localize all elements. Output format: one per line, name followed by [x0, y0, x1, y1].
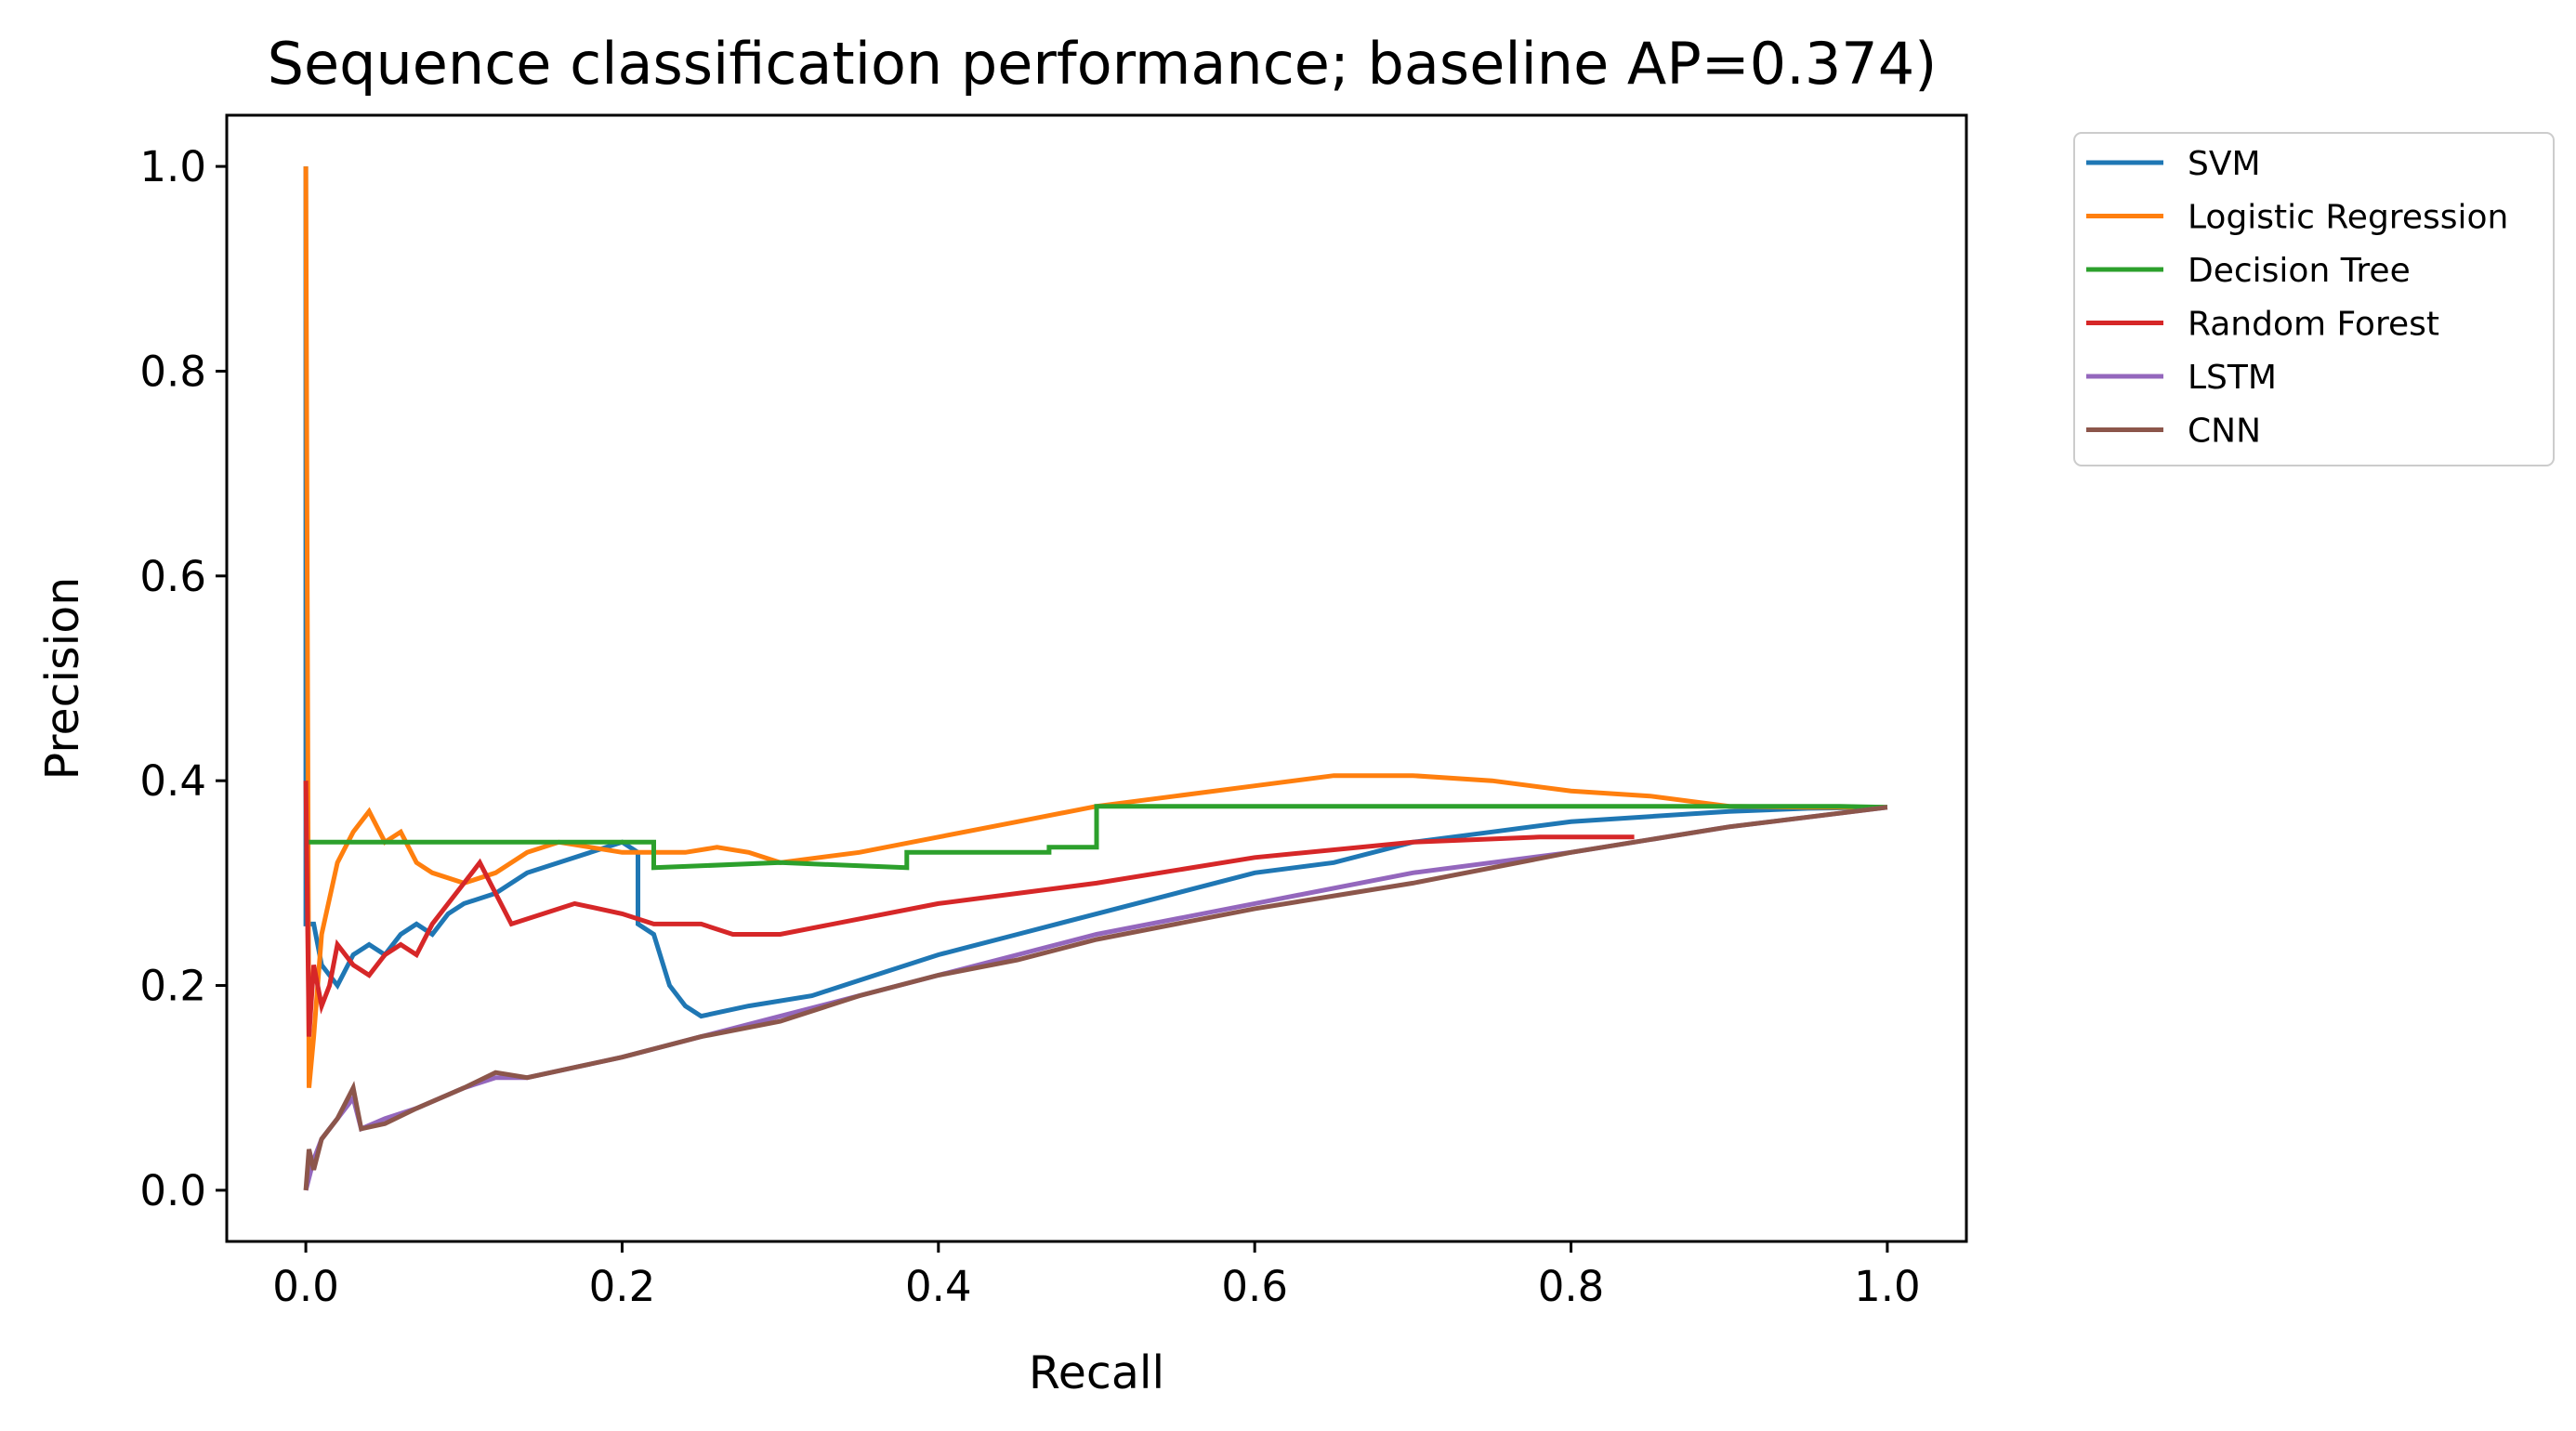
chart-title: Sequence classification performance; bas…: [268, 30, 1938, 98]
legend-label-logistic-regression: Logistic Regression: [2188, 199, 2508, 237]
legend-label-random-forest: Random Forest: [2188, 306, 2439, 344]
y-tick-label: 0.0: [139, 1166, 206, 1215]
legend-label-lstm: LSTM: [2188, 359, 2277, 397]
x-tick-label: 0.6: [1221, 1262, 1288, 1311]
series-line-random-forest: [303, 781, 1635, 1037]
y-tick-label: 1.0: [139, 142, 206, 191]
x-tick-label: 0.0: [272, 1262, 339, 1311]
x-tick-label: 0.2: [589, 1262, 656, 1311]
x-tick-label: 0.4: [905, 1262, 972, 1311]
legend-frame: [2073, 132, 2555, 466]
y-tick-label: 0.8: [139, 347, 206, 396]
y-tick-label: 0.4: [139, 756, 206, 806]
legend: SVM Logistic Regression Decision Tree Rando…: [2073, 132, 2555, 466]
plot-frame: [225, 113, 1968, 1243]
y-axis: 0.0 0.2 0.4 0.6 0.8 1.0: [139, 142, 227, 1215]
legend-label-cnn: CNN: [2188, 413, 2261, 451]
series-layer: [303, 166, 1888, 1191]
series-line-decision-tree: [306, 804, 1887, 871]
y-tick-label: 0.2: [139, 962, 206, 1011]
x-tick-label: 0.8: [1538, 1262, 1605, 1311]
x-axis: 0.0 0.2 0.4 0.6 0.8 1.0: [272, 1241, 1921, 1311]
series-line-logistic-regression: [303, 166, 1887, 1088]
series-line-cnn: [303, 805, 1888, 1191]
series-line-svm: [303, 166, 1887, 1019]
legend-label-svm: SVM: [2188, 145, 2261, 183]
x-tick-label: 1.0: [1854, 1262, 1921, 1311]
x-axis-label: Recall: [1029, 1346, 1164, 1399]
legend-label-decision-tree: Decision Tree: [2188, 252, 2411, 290]
series-line-lstm: [303, 805, 1888, 1191]
y-tick-label: 0.6: [139, 552, 206, 601]
y-axis-label: Precision: [36, 577, 89, 781]
